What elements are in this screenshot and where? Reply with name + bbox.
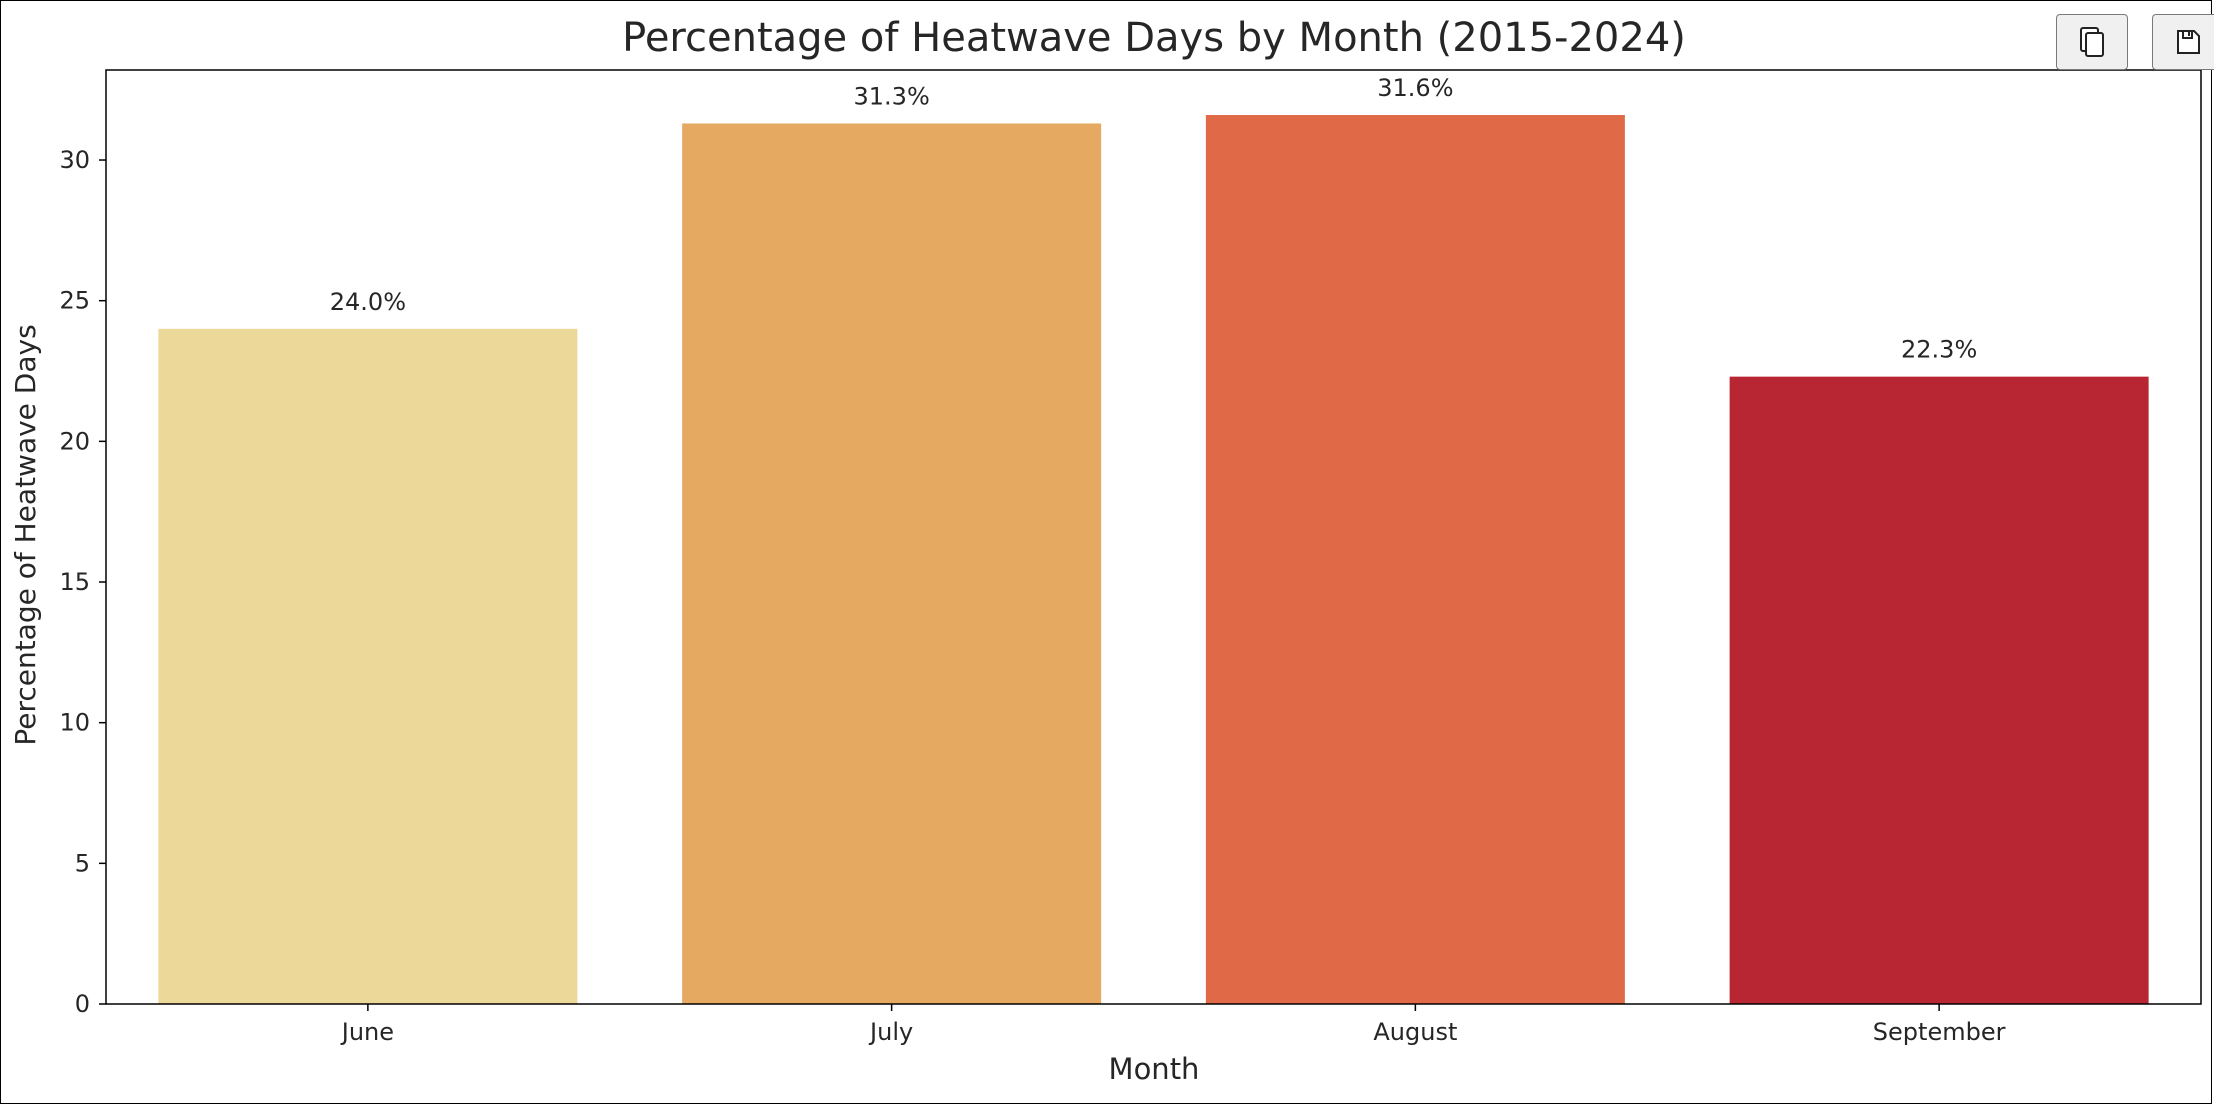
- axes-spines: [105, 69, 2202, 1005]
- x-tick-label: August: [1373, 1018, 1457, 1046]
- chart-title: Percentage of Heatwave Days by Month (20…: [622, 15, 1686, 61]
- save-button[interactable]: [2152, 14, 2214, 70]
- y-tick-label: 15: [59, 568, 90, 596]
- x-axis-label: Month: [1109, 1052, 1200, 1086]
- y-tick-label: 5: [75, 849, 90, 877]
- bar-august: [1205, 115, 1625, 1005]
- bar-june: [158, 328, 578, 1004]
- y-tick-label: 10: [59, 709, 90, 737]
- bar-september: [1729, 376, 2149, 1004]
- x-tick-label: September: [1873, 1018, 2006, 1046]
- plot-area: 24.0% June 31.3% July 31.6% August 22.3% Septem…: [59, 69, 2202, 1046]
- y-axis-label: Percentage of Heatwave Days: [9, 324, 42, 745]
- x-tick-label: July: [868, 1018, 913, 1046]
- bar-july: [682, 123, 1102, 1005]
- copy-icon: [2080, 27, 2104, 57]
- y-tick-label: 30: [59, 146, 90, 174]
- copy-button[interactable]: [2056, 14, 2128, 70]
- bar-value-label: 22.3%: [1901, 336, 1977, 364]
- save-icon: [2176, 30, 2200, 54]
- y-tick-label: 20: [59, 427, 90, 455]
- bar-value-label: 31.3%: [854, 82, 930, 110]
- x-tick-label: June: [340, 1018, 394, 1046]
- y-tick-label: 0: [75, 990, 90, 1018]
- bar-value-label: 31.6%: [1377, 74, 1453, 102]
- bar-value-label: 24.0%: [330, 288, 406, 316]
- y-tick-label: 25: [59, 287, 90, 315]
